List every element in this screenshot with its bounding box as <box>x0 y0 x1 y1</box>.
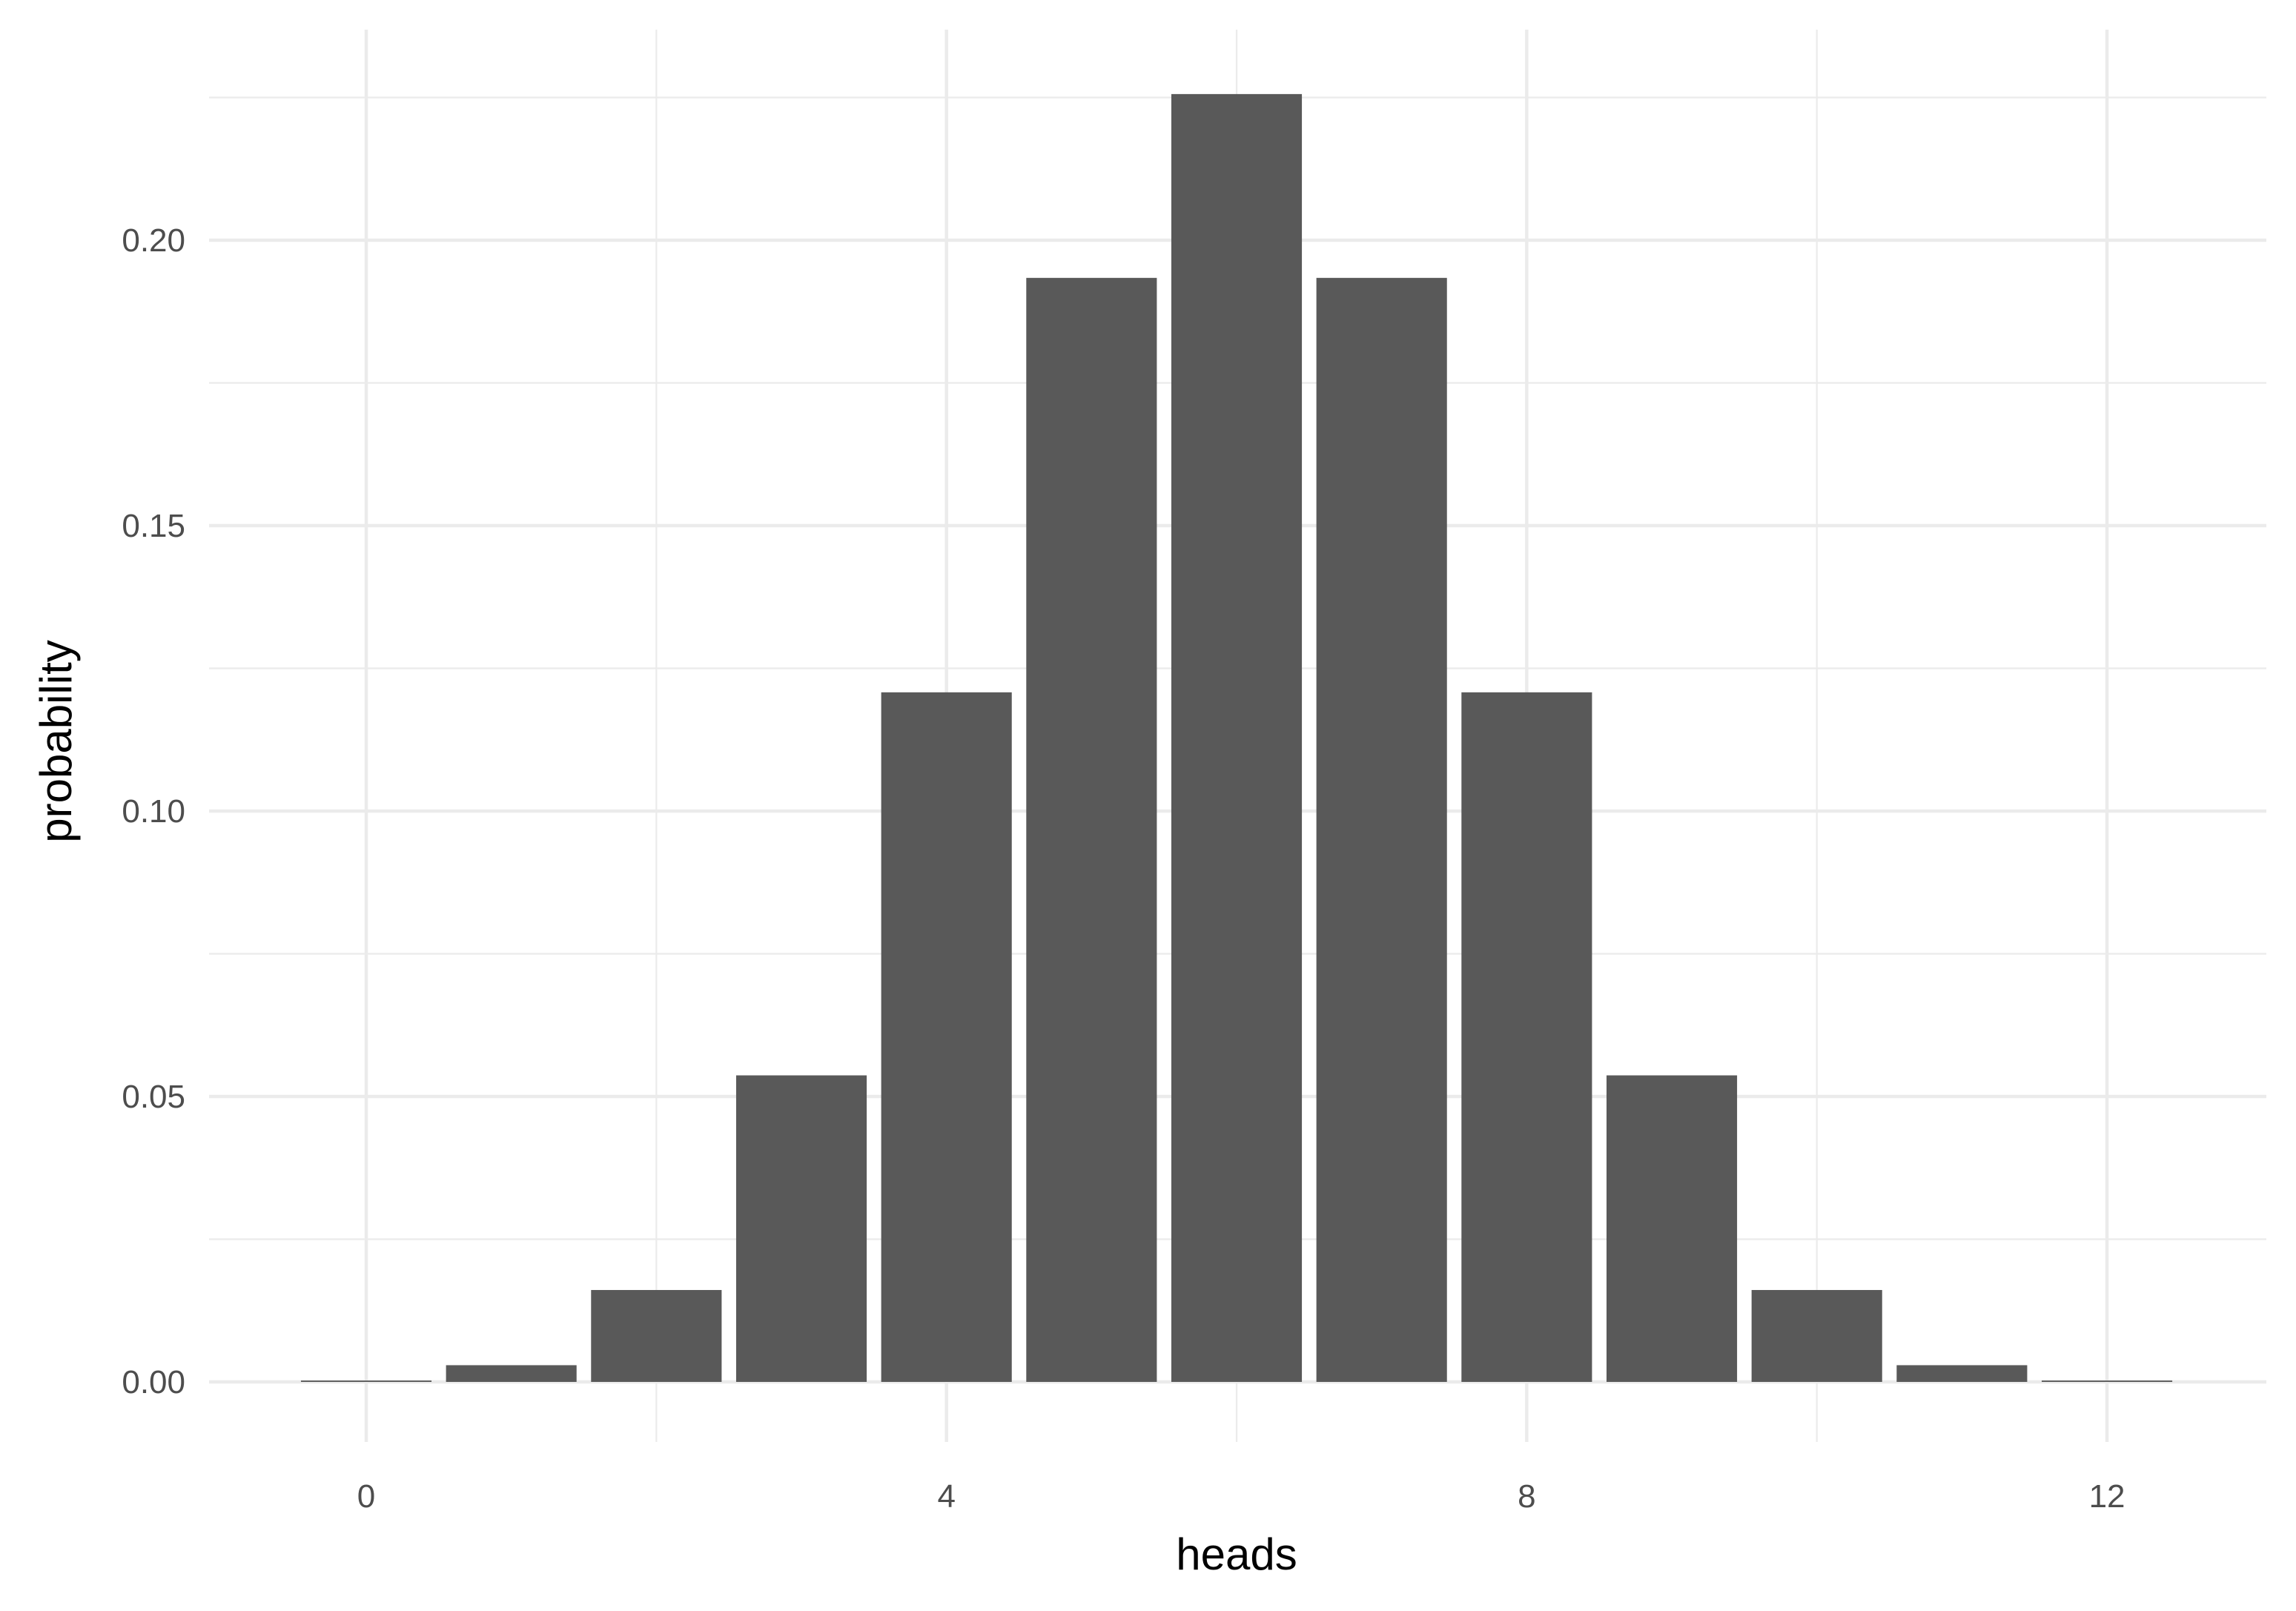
bar-8 <box>1461 692 1592 1382</box>
y-axis-title: probability <box>31 640 81 843</box>
x-tick-label: 4 <box>937 1478 955 1515</box>
tick-labels: 0.00 0.05 0.10 0.15 0.20 0 4 8 12 <box>122 222 2125 1515</box>
x-tick-label: 0 <box>357 1478 375 1515</box>
bar-3 <box>735 1075 867 1382</box>
x-axis-title: heads <box>1176 1529 1297 1579</box>
bar-9 <box>1606 1075 1738 1382</box>
bar-11 <box>1896 1365 2028 1382</box>
bar-6 <box>1171 93 1303 1382</box>
y-tick-label: 0.10 <box>122 793 185 830</box>
bar-5 <box>1026 277 1157 1382</box>
x-tick-label: 8 <box>1518 1478 1535 1515</box>
y-tick-label: 0.15 <box>122 508 185 544</box>
y-tick-label: 0.05 <box>122 1079 185 1115</box>
bars <box>300 93 2173 1382</box>
bar-2 <box>591 1290 722 1382</box>
bar-7 <box>1316 277 1447 1382</box>
y-tick-label: 0.20 <box>122 222 185 259</box>
x-tick-label: 12 <box>2089 1478 2125 1515</box>
bar-0 <box>300 1380 432 1382</box>
bar-10 <box>1751 1290 1882 1382</box>
bar-4 <box>881 692 1012 1382</box>
y-tick-label: 0.00 <box>122 1364 185 1400</box>
bar-1 <box>446 1365 577 1382</box>
bar-12 <box>2041 1380 2173 1382</box>
